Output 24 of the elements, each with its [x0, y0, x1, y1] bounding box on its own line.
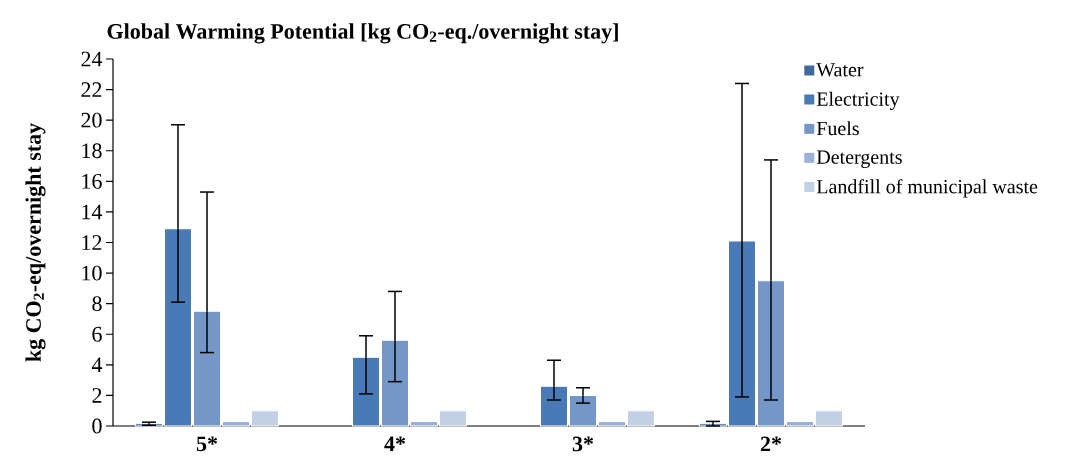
chart-title: Global Warming Potential [kg CO$_{2}$-eq./overnight stay]	[107, 23, 618, 44]
y-tick-label: 2	[92, 388, 102, 403]
y-tick-label: 14	[82, 204, 103, 220]
x-tick-label: 4*	[384, 436, 406, 452]
y-axis-title: kg CO$_{2}$-eq/overnight stay	[25, 123, 46, 362]
y-tick-label: 10	[82, 265, 102, 281]
x-tick-label: 5*	[196, 436, 218, 452]
legend-label: Fuels	[816, 121, 859, 136]
y-tick-label: 12	[82, 235, 102, 250]
y-tick-label: 16	[82, 173, 102, 189]
y-tick-label: 6	[92, 326, 102, 342]
y-tick-label: 4	[91, 357, 103, 373]
y-tick-label: 20	[81, 112, 102, 128]
y-tick-label: 24	[81, 51, 103, 67]
y-tick-label: 8	[92, 296, 102, 312]
legend-label: Detergents	[816, 150, 902, 168]
y-tick-label: 18	[82, 143, 102, 159]
legend-label: Electricity	[816, 91, 900, 110]
x-tick-label: 3*	[572, 436, 594, 452]
legend-label: Landfill of municipal waste	[816, 179, 1038, 198]
y-tick-label: 0	[92, 418, 102, 434]
legend-label: Water	[816, 63, 864, 77]
x-tick-label: 2*	[760, 436, 782, 452]
y-tick-label: 22	[81, 82, 102, 97]
